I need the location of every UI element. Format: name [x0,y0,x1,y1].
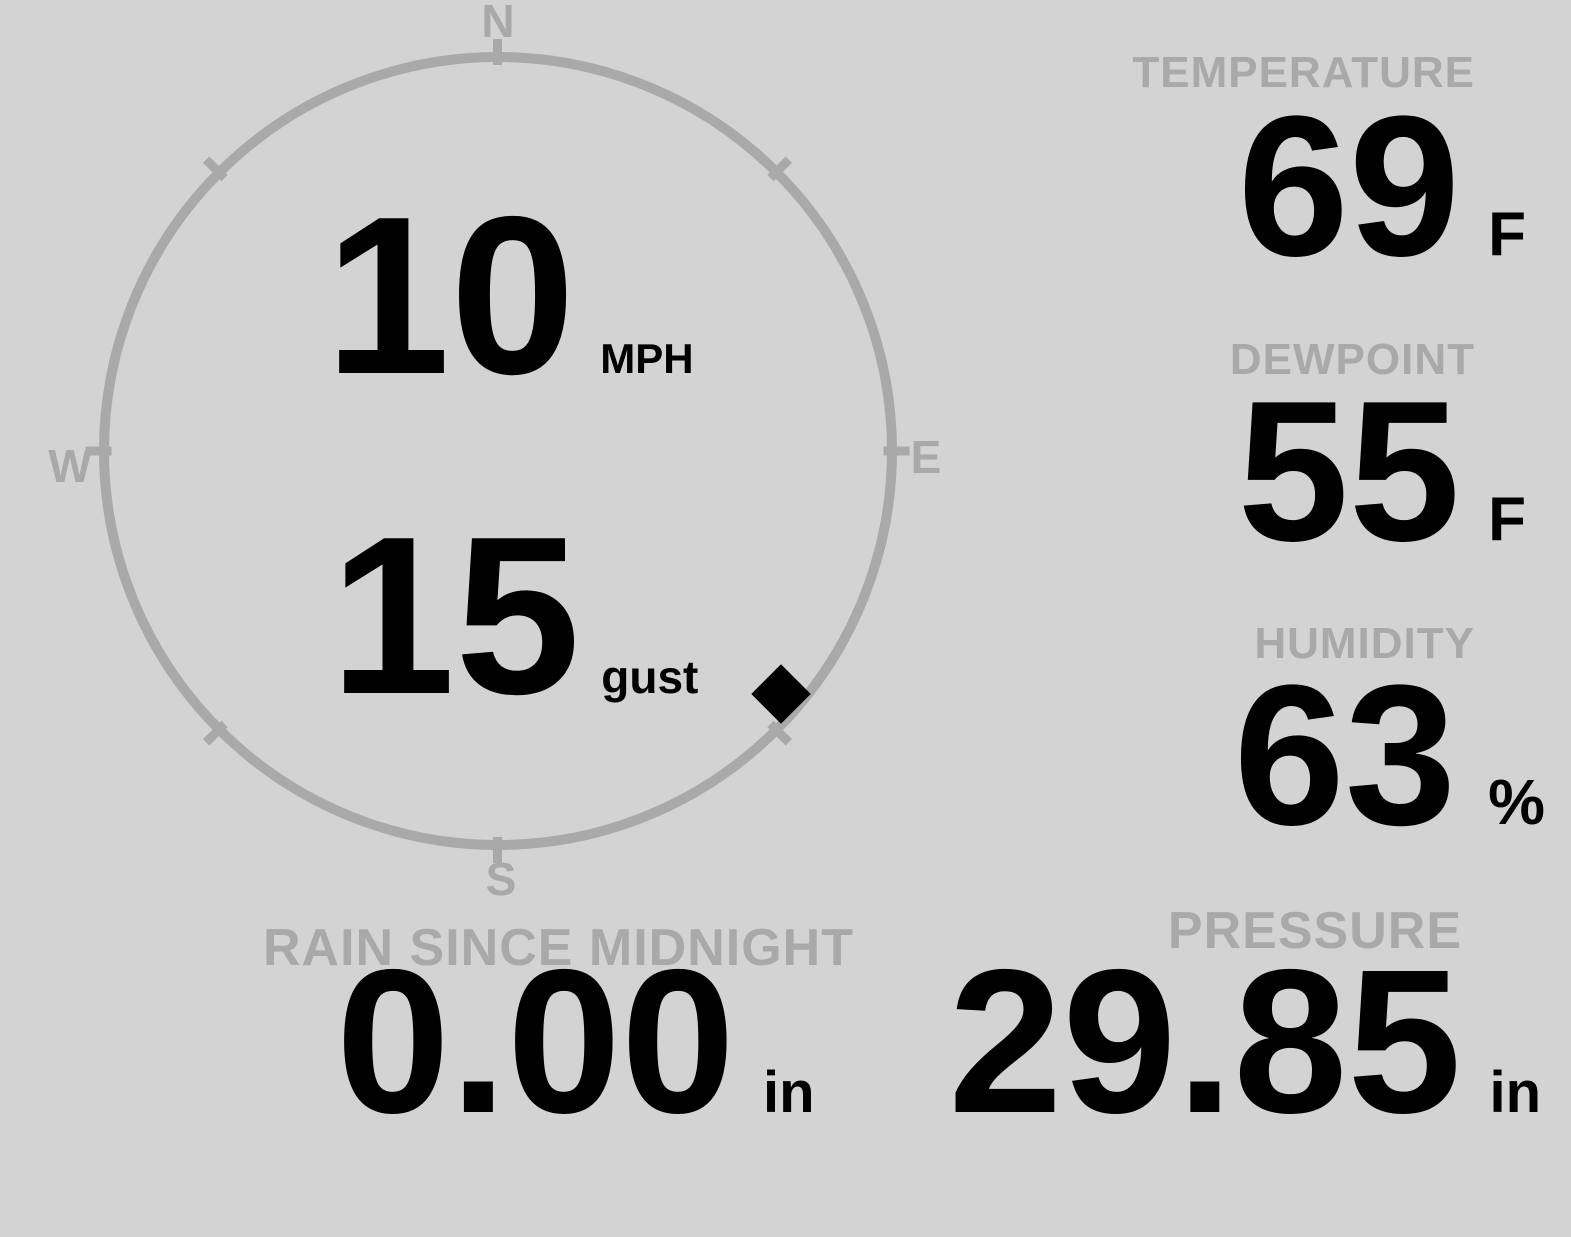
dewpoint-label: DEWPOINT [1229,335,1475,384]
compass-label-east: E [910,431,942,483]
rain-label: RAIN SINCE MIDNIGHT [263,919,854,977]
compass-label-south: S [485,853,517,905]
temperature-value: 69 [1237,75,1461,298]
dewpoint-unit: F [1488,485,1526,554]
wind-speed-value: 10 [325,169,576,421]
dewpoint-reading: 55 F [1238,372,1526,572]
rain-unit: in [763,1060,815,1125]
rain-reading: 0.00 in [336,939,815,1144]
wind-gust-value: 15 [330,489,581,741]
wind-gust-unit: gust [601,651,699,703]
rain-value: 0.00 [336,927,735,1156]
temperature-unit: F [1488,200,1526,269]
wind-gust: 15 gust [330,503,698,728]
humidity-label: HUMIDITY [1254,619,1475,668]
wind-speed-unit: MPH [600,335,694,382]
pressure-value: 29.85 [948,927,1462,1156]
pressure-unit: in [1489,1060,1541,1125]
compass-tick-north [493,39,502,65]
compass-label-north: N [481,0,515,47]
wind-speed: 10 MPH [325,183,694,408]
compass-label-west: W [48,440,92,492]
temperature-reading: 69 F [1238,87,1526,287]
compass-tick-east [883,446,910,456]
dewpoint-value: 55 [1237,360,1461,583]
humidity-unit: % [1488,766,1545,838]
humidity-value: 63 [1233,644,1457,867]
temperature-label: TEMPERATURE [1132,48,1475,97]
pressure-label: PRESSURE [1167,902,1462,960]
humidity-reading: 63 % [1234,656,1545,856]
pressure-reading: 29.85 in [948,939,1541,1144]
